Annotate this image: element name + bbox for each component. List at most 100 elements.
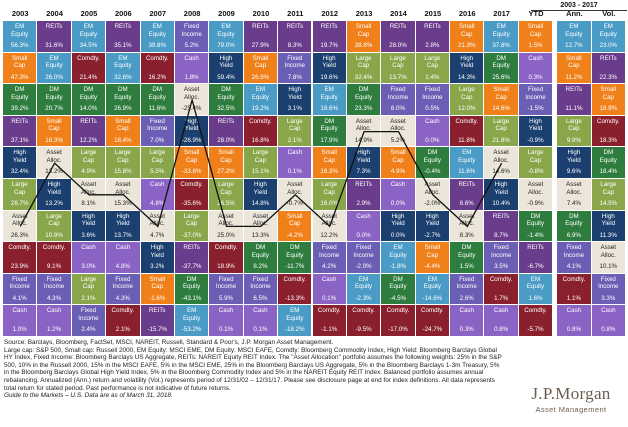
asset-class-label: Large Cap: [493, 117, 510, 133]
return-value: 27.2%: [217, 168, 235, 176]
return-cell: EM Equity 19.2%: [243, 84, 279, 116]
return-cell: Cash 1.8%: [174, 52, 210, 85]
return-cell: Fixed Income 4.1%: [557, 242, 592, 274]
return-value: 1.4%: [425, 73, 440, 81]
asset-class-label: Large Cap: [355, 54, 372, 70]
asset-class-label: DM Equity: [114, 86, 132, 101]
return-value: 25.0%: [217, 231, 235, 239]
asset-class-label: Large Cap: [149, 149, 166, 164]
asset-class-label: REITs: [492, 212, 510, 220]
asset-class-label: Cash: [218, 307, 234, 315]
return-cell: Fixed Income 2.4%: [71, 305, 107, 337]
return-value: 31.6%: [45, 42, 63, 50]
return-cell: High Yield 13.7%: [106, 210, 141, 243]
return-value: -17.0%: [388, 326, 408, 334]
return-cell: REITs 27.9%: [243, 21, 279, 53]
asset-class-label: Cash: [390, 181, 406, 188]
return-cell: Fixed Income 3.5%: [484, 242, 519, 274]
return-value: 1.5%: [459, 263, 474, 271]
asset-class-label: Asset Alloc.: [115, 181, 131, 196]
asset-class-label: Small Cap: [566, 54, 582, 70]
return-cell: Large Cap 4.9%: [71, 147, 107, 179]
return-value: 8.1%: [81, 200, 96, 208]
return-cell: Fixed Income 7.0%: [140, 115, 175, 148]
return-value: 9.6%: [566, 168, 581, 176]
asset-class-label: High Yield: [47, 181, 61, 196]
return-cell: High Yield 10.4%: [484, 179, 519, 211]
return-value: -0.9%: [527, 200, 544, 208]
return-cell: High Yield 7.3%: [346, 147, 382, 179]
return-cell: Fixed Income 5.2%: [174, 21, 210, 53]
return-value: 14.0%: [79, 105, 98, 113]
asset-class-label: Cash: [150, 181, 165, 188]
return-value: -0.9%: [527, 136, 544, 144]
asset-class-label: Asset Alloc.: [458, 212, 475, 228]
asset-class-label: Fixed Income: [112, 275, 133, 291]
return-cell: Asset Alloc. -0.9%: [518, 179, 554, 211]
return-cell: REITs 2.9%: [346, 179, 382, 211]
return-value: 1.8%: [184, 73, 199, 81]
return-value: 32.6%: [114, 73, 132, 81]
asset-class-label: EM Equity: [320, 86, 338, 101]
return-value: 3.2%: [150, 263, 165, 271]
asset-class-label: Asset Alloc.: [527, 181, 544, 196]
asset-class-label: REITs: [565, 86, 583, 94]
column-header: 2017: [493, 9, 510, 18]
return-cell: High Yield 3.2%: [140, 242, 175, 274]
asset-class-label: Comdty.: [562, 275, 586, 283]
asset-class-label: Asset Alloc.: [46, 149, 62, 164]
return-cell: DM Equity 20.7%: [37, 84, 72, 116]
asset-class-label: Comdty.: [42, 244, 66, 252]
asset-class-label: DM Equity: [492, 54, 510, 70]
return-cell: EM Equity 39.8%: [140, 21, 175, 53]
asset-class-label: Asset Alloc.: [80, 181, 97, 196]
return-value: 26.5%: [217, 200, 235, 208]
return-cell: DM Equity 14.0%: [71, 84, 107, 116]
return-value: 59.4%: [217, 73, 235, 81]
return-cell: Fixed Income 4.1%: [3, 273, 38, 306]
return-value: 9.1%: [47, 263, 62, 271]
asset-class-label: REITs: [11, 117, 28, 125]
column-header: 2011: [287, 9, 304, 18]
return-cell: DM Equity 39.2%: [3, 84, 38, 116]
asset-class-label: Comdty.: [249, 117, 272, 125]
return-cell: Asset Alloc. 5.2%: [381, 115, 416, 148]
asset-class-label: Small Cap: [390, 149, 406, 164]
asset-class-label: Small Cap: [183, 149, 200, 164]
asset-class-label: Fixed Income: [525, 86, 546, 101]
asset-class-label: Large Cap: [80, 149, 97, 164]
return-value: 14.9%: [354, 136, 373, 144]
return-cell: EM Equity 18.6%: [312, 84, 347, 116]
asset-class-label: Comdty.: [489, 275, 513, 283]
return-value: -13.3%: [284, 294, 305, 302]
return-cell: EM Equity 32.6%: [106, 52, 141, 85]
asset-class-label: Cash: [184, 54, 199, 62]
asset-class-label: Small Cap: [527, 23, 544, 38]
return-cell: Asset Alloc. 8.1%: [71, 179, 107, 211]
asset-class-label: Large Cap: [46, 212, 62, 228]
return-value: 5.9%: [218, 294, 234, 302]
return-cell: Asset Alloc. 15.3%: [106, 179, 141, 211]
return-value: 0.0%: [390, 200, 405, 208]
return-cell: REITs -15.7%: [140, 305, 175, 337]
asset-class-label: Asset Alloc.: [321, 212, 337, 228]
return-cell: Cash 0.1%: [243, 305, 279, 337]
return-value: 4.9%: [390, 168, 405, 176]
return-value: 32.4%: [354, 73, 373, 81]
return-value: -2.0%: [355, 263, 372, 271]
asset-class-label: Fixed Income: [9, 275, 30, 291]
return-cell: Cash 0.8%: [591, 305, 626, 337]
return-cell: Large Cap 26.5%: [209, 179, 244, 211]
return-cell: High Yield 13.2%: [37, 179, 72, 211]
asset-class-label: Fixed Income: [43, 275, 65, 291]
return-value: 15.1%: [251, 168, 270, 176]
return-value: -0.8%: [527, 168, 544, 176]
return-value: 28.0%: [389, 42, 407, 50]
return-value: 7.3%: [356, 168, 371, 176]
column-header: 2012: [321, 9, 339, 18]
asset-class-label: DM Equity: [148, 86, 166, 101]
return-value: -37.7%: [181, 263, 202, 271]
return-cell: EM Equity 56.3%: [3, 21, 38, 53]
return-value: 10.4%: [492, 200, 510, 208]
asset-class-label: REITs: [183, 244, 200, 252]
